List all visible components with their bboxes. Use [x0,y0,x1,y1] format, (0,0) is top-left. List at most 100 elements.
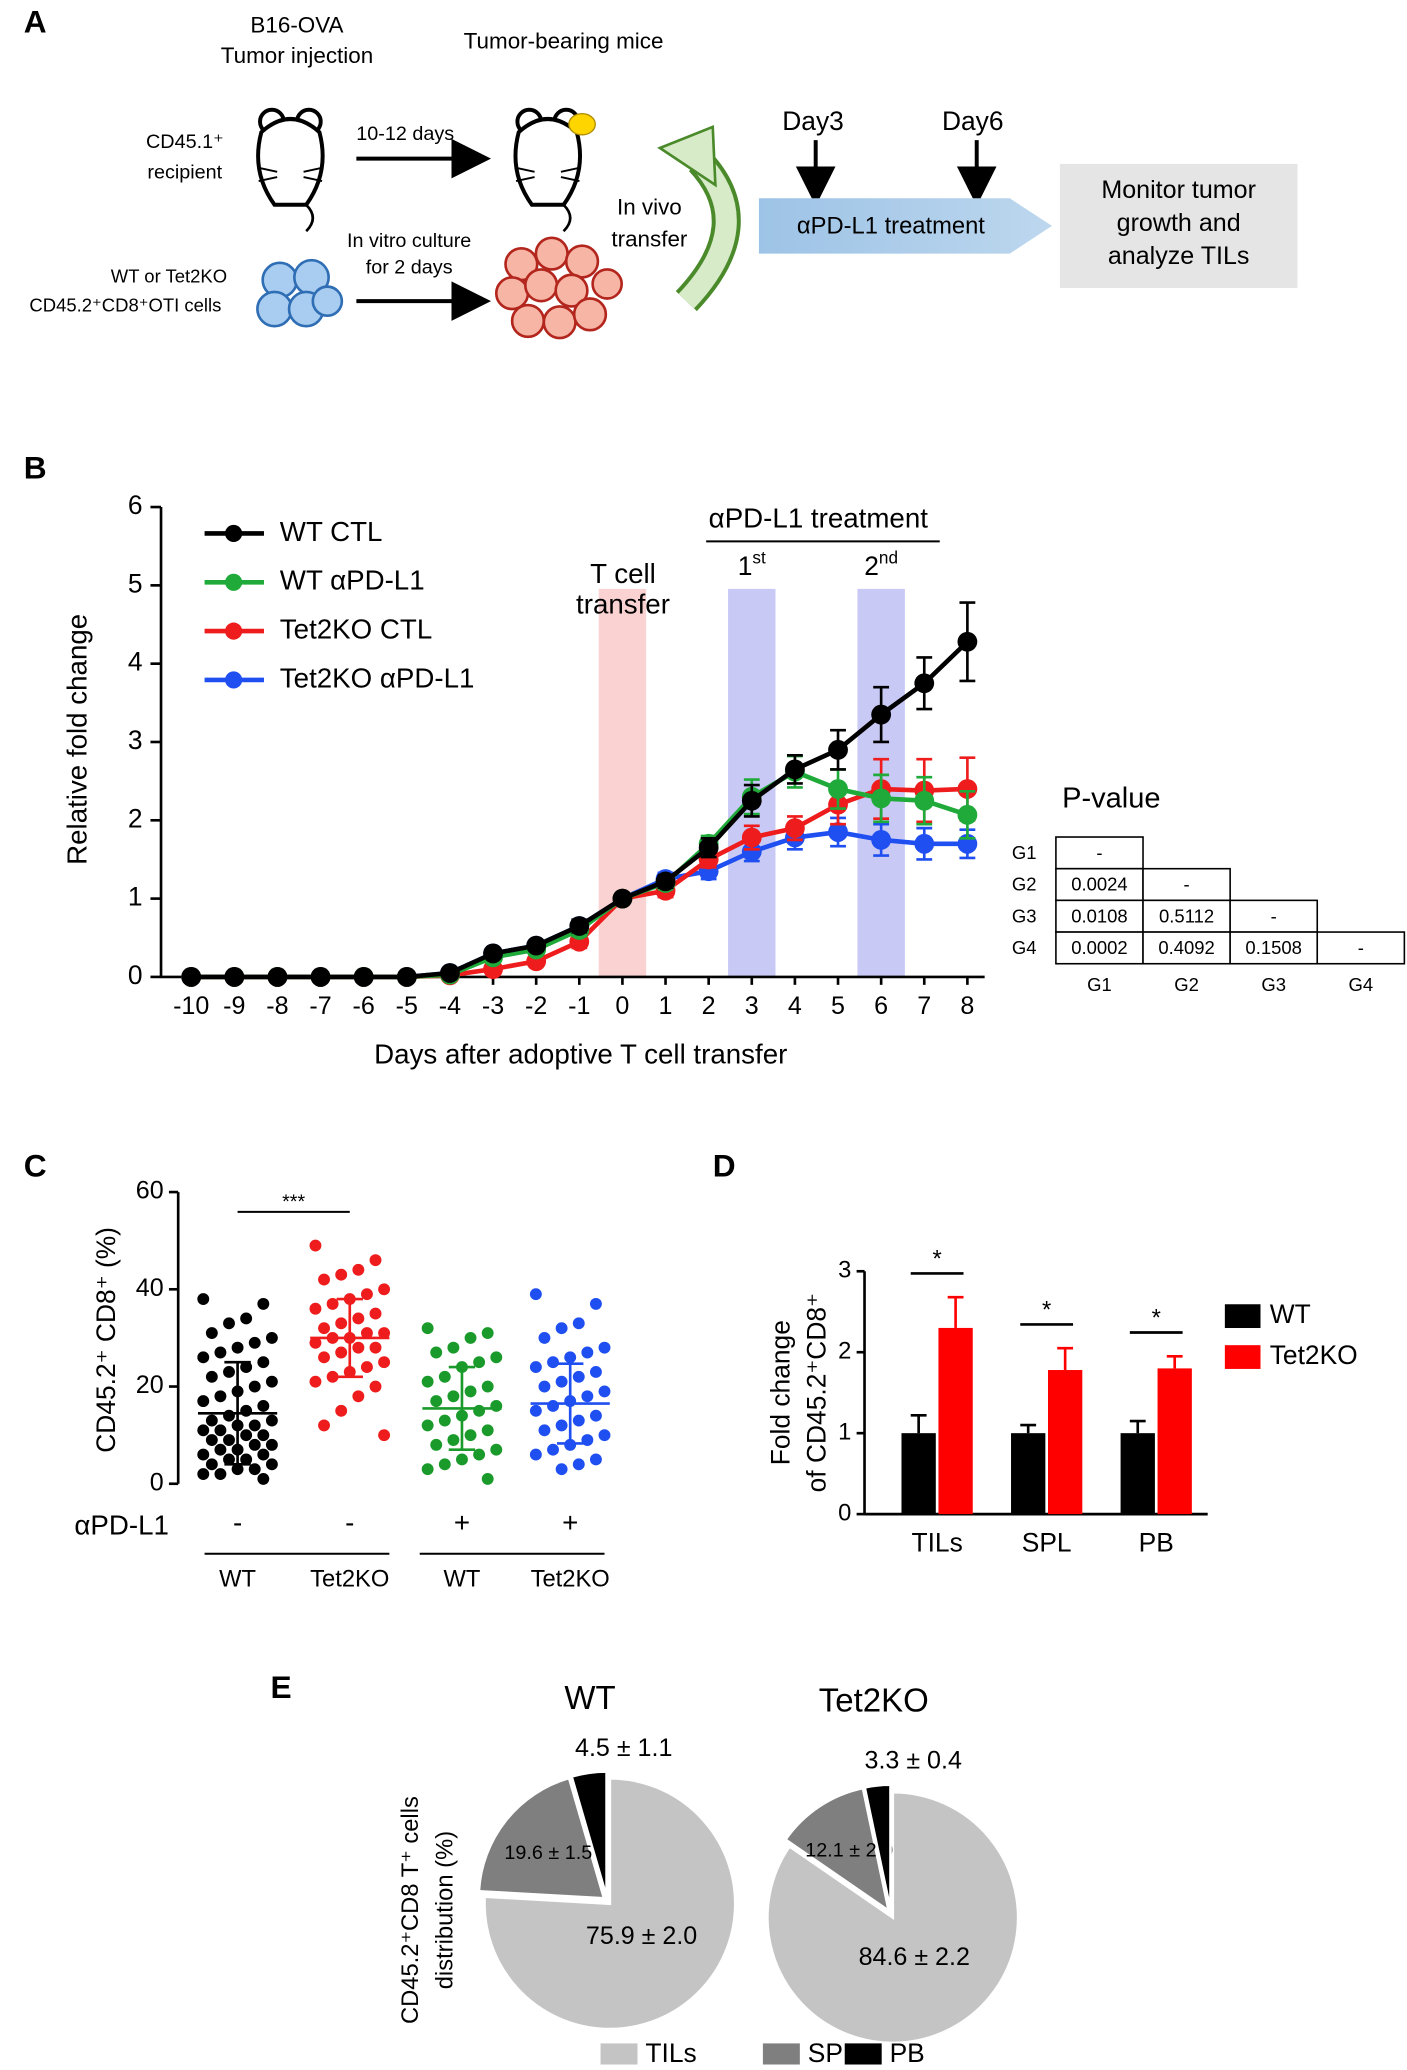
data-point [589,1366,602,1378]
data-point [265,1414,278,1427]
data-point [447,1341,460,1354]
x-tick-label: Tet2KO [531,1565,610,1592]
pie-slice [766,1790,1020,2045]
x-tick-label: WT [443,1565,480,1592]
label: CD45.2⁺CD8⁺OTI cells [29,294,221,315]
table-cell [1055,931,1144,965]
data-point [555,1419,568,1432]
arrow-head [657,125,717,188]
data-point [360,1327,373,1339]
data-point [914,833,935,854]
data-point [352,1312,365,1325]
data-point [598,1429,611,1442]
column-label: G3 [1261,974,1286,995]
data-point [828,822,848,842]
data-point [378,1283,391,1296]
label: Monitor tumor [1101,176,1256,204]
annotation-text: 2 [864,551,879,581]
data-point [538,1380,551,1393]
x-tick-label: -5 [396,992,418,1020]
data-point [309,1375,322,1388]
data-point [481,1327,494,1339]
data-point [785,818,805,839]
data-point [378,1429,391,1442]
label: Day6 [942,106,1004,136]
data-point [197,1395,210,1408]
cell-text: - [1358,937,1364,958]
x-tick-label: 4 [788,992,802,1020]
x-tick-label: 6 [874,992,888,1020]
data-point [197,1424,210,1437]
x-tick-label: -10 [173,992,209,1020]
panel-label: A [24,3,47,39]
y-tick-label: 4 [128,647,143,677]
data-point [490,1351,503,1364]
data-point [490,1443,503,1456]
panel-label: C [24,1148,47,1184]
x-tick-label: -2 [525,992,547,1020]
data-point [438,1414,451,1427]
x-tick-label: TILs [911,1527,962,1557]
y-axis-label: of CD45.2⁺CD8⁺ [801,1293,831,1492]
legend-swatch [762,2043,800,2065]
x-tick-label: 1 [659,992,673,1020]
cell-cluster [494,236,623,340]
data-point [598,1341,611,1354]
data-point [214,1468,227,1480]
data-point [197,1468,210,1480]
data-point [353,967,374,987]
data-point [223,1409,235,1422]
data-point [223,1434,235,1446]
data-point [572,1458,585,1471]
data-point [257,1472,270,1485]
label: for 2 days [366,256,453,278]
data-point [205,1414,218,1427]
row-label: G4 [1012,937,1037,958]
series-line [191,829,968,980]
data-point [326,1297,339,1310]
data-point [555,1375,568,1388]
data-point [473,1404,486,1417]
y-tick-label: 2 [128,803,143,833]
y-tick-label: 3 [128,725,143,755]
bar [1047,1370,1083,1515]
panel-label: B [24,449,47,485]
data-point [564,1351,577,1364]
data-point [214,1443,227,1456]
label: B16-OVA [250,13,343,38]
y-axis-label: distribution (%) [431,1831,458,1989]
data-point [310,967,331,987]
x-tick-label: 7 [917,992,931,1020]
data-point [265,1438,278,1451]
data-point [223,1366,235,1378]
x-tick-label: -9 [223,992,245,1020]
legend-label: TILs [645,2038,696,2068]
significance-label: *** [282,1191,305,1213]
legend-swatch [600,2043,638,2065]
data-point [698,837,719,858]
x-tick-label: -1 [568,992,590,1020]
x-tick-label: PB [1139,1527,1174,1557]
x-tick-label: -7 [309,992,331,1020]
treatment-label: - [345,1507,354,1538]
data-point [490,1400,503,1412]
y-axis-label: CD45.2⁺CD8 T⁺ cells [397,1796,424,2024]
label: WT or Tet2KO [111,265,227,286]
significance-label: * [932,1245,941,1272]
x-tick-label: WT [219,1565,256,1592]
data-point [914,790,935,811]
data-point [248,1419,261,1432]
pie-title: Tet2KO [819,1682,929,1719]
data-point [396,967,417,987]
x-tick-label: SPL [1022,1527,1072,1557]
cell-text: 0.0108 [1071,905,1128,926]
data-point [589,1297,602,1310]
data-point [369,1380,382,1393]
value-label: 75.9 ± 2.0 [586,1922,697,1950]
data-point [240,1429,253,1442]
data-point [309,1336,322,1349]
treatment-arrow [758,198,1052,254]
data-point [456,1453,468,1466]
legend-marker [225,524,243,543]
table-cell [1229,899,1319,933]
